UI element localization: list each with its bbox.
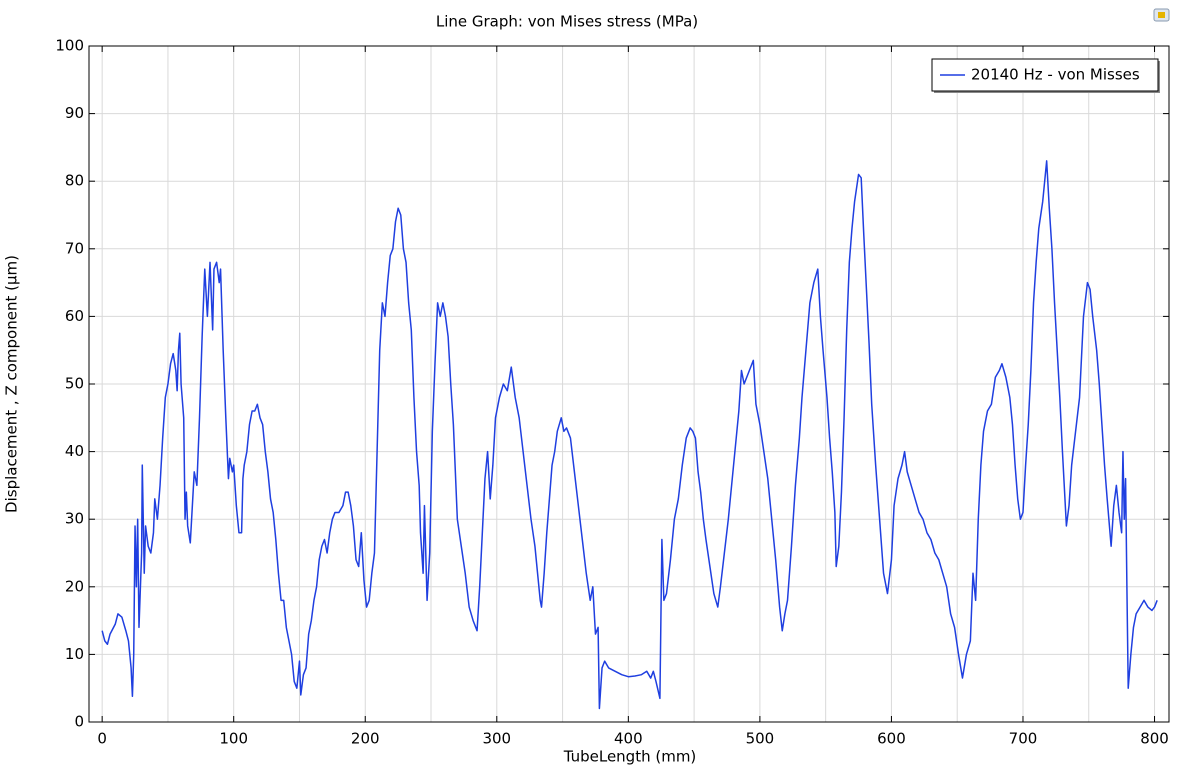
- x-tick-label: 700: [1009, 730, 1038, 748]
- y-tick-label: 10: [65, 645, 84, 663]
- x-tick-label: 800: [1140, 730, 1169, 748]
- x-tick-label: 500: [746, 730, 775, 748]
- x-tick-label: 600: [877, 730, 906, 748]
- y-tick-label: 100: [55, 37, 84, 55]
- x-tick-label: 400: [614, 730, 643, 748]
- y-tick-label: 40: [65, 442, 84, 460]
- x-axis-label: TubeLength (mm): [563, 748, 697, 766]
- plot-frame: [88, 45, 1170, 723]
- x-tick-label: 100: [219, 730, 248, 748]
- icon-fill[interactable]: [1158, 12, 1165, 18]
- legend-label: 20140 Hz - von Misses: [971, 66, 1140, 84]
- y-tick-label: 50: [65, 375, 84, 393]
- y-tick-label: 80: [65, 172, 84, 190]
- x-tick-label: 200: [351, 730, 380, 748]
- legend-box: [931, 58, 1159, 92]
- y-tick-label: 0: [74, 713, 84, 731]
- toolbar-icon[interactable]: [1153, 8, 1170, 22]
- x-tick-label: 300: [482, 730, 511, 748]
- y-tick-label: 30: [65, 510, 84, 528]
- y-tick-label: 90: [65, 104, 84, 122]
- y-axis-label: Displacement , Z component (µm): [3, 255, 21, 513]
- y-tick-label: 70: [65, 239, 84, 257]
- x-tick-label: 0: [97, 730, 107, 748]
- y-tick-label: 20: [65, 577, 84, 595]
- y-tick-label: 60: [65, 307, 84, 325]
- chart-title: Line Graph: von Mises stress (MPa): [436, 13, 698, 31]
- legend: 20140 Hz - von Misses: [931, 58, 1160, 93]
- data-line: [101, 160, 1158, 710]
